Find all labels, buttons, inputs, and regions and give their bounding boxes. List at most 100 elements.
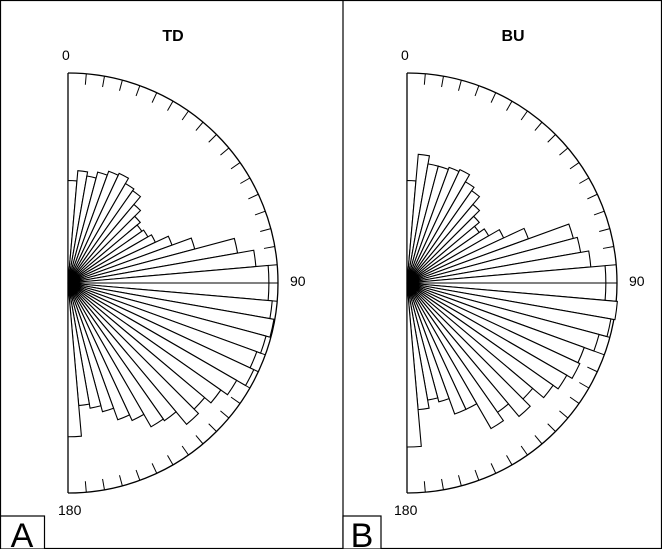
panel-a-petal bbox=[67, 282, 115, 413]
panel-a-tick bbox=[181, 445, 189, 456]
panel-a-tick bbox=[135, 469, 141, 481]
panel-a-petal bbox=[67, 172, 130, 284]
panel-a-tick bbox=[102, 478, 105, 490]
panel-a-tick bbox=[167, 455, 174, 466]
panel-b-tick bbox=[423, 481, 426, 493]
panel-a: TD 0 90 180 A bbox=[0, 28, 306, 549]
panel-b-petal bbox=[406, 215, 481, 284]
panel-a-tick bbox=[84, 73, 87, 85]
panel-b-tick bbox=[569, 396, 580, 404]
panel-b-tick bbox=[506, 455, 513, 466]
panel-a-petal bbox=[67, 282, 200, 426]
panel-b-tick bbox=[559, 147, 569, 156]
panel-a-petal bbox=[67, 215, 142, 284]
panel-a-tick bbox=[181, 110, 189, 121]
panel-a-tick bbox=[195, 121, 204, 131]
panel-b-tick bbox=[599, 228, 610, 232]
panel-b-petal bbox=[406, 282, 554, 399]
panel-b-tick bbox=[605, 264, 617, 267]
panel-a-letter-box: A bbox=[0, 515, 46, 549]
panel-b-petal bbox=[406, 282, 467, 415]
panel-a-tick bbox=[220, 410, 230, 419]
panel-a-tick bbox=[220, 147, 230, 156]
panel-b-tick bbox=[547, 134, 556, 143]
panel-a-petal bbox=[67, 282, 165, 428]
panel-b-petal bbox=[406, 282, 505, 430]
panel-a-title: TD bbox=[162, 28, 183, 45]
panel-b-petal bbox=[406, 203, 481, 284]
panel-a-tick bbox=[260, 228, 271, 232]
panel-a-petal bbox=[67, 189, 142, 284]
panel-a-tick bbox=[263, 246, 275, 249]
panel-a-tick bbox=[195, 435, 204, 445]
panel-b-petal bbox=[406, 282, 568, 390]
panel-b-petal bbox=[406, 282, 450, 403]
panel-b-tick bbox=[474, 85, 480, 97]
panel-a-tick bbox=[151, 463, 158, 474]
panel-b-tick bbox=[441, 76, 444, 88]
panel-b-tick bbox=[593, 350, 605, 356]
panel-a-petal bbox=[67, 282, 255, 387]
panel-b-tick bbox=[579, 382, 590, 389]
panel-a-letter-frame bbox=[0, 515, 46, 549]
panel-a-tick bbox=[151, 92, 158, 103]
panel-b-petal bbox=[406, 189, 481, 284]
panel-b-letter: B bbox=[351, 517, 374, 549]
panel-a-petal bbox=[67, 282, 177, 422]
panel-b-angle-label-90: 90 bbox=[629, 273, 645, 289]
panel-b-petal bbox=[406, 282, 531, 418]
panel-b-tick bbox=[458, 475, 462, 486]
panel-b-tick bbox=[579, 177, 590, 184]
panel-a-tick bbox=[230, 162, 241, 170]
panel-b-angle-label-0: 0 bbox=[401, 47, 409, 63]
panel-a-letter: A bbox=[11, 517, 34, 549]
panel-a-tick bbox=[208, 423, 217, 432]
panel-b-tick bbox=[441, 478, 444, 490]
panel-b-tick bbox=[559, 410, 569, 419]
panel-b-rose bbox=[406, 72, 618, 494]
panel-b-tick bbox=[520, 445, 528, 456]
panel-a-angle-label-90: 90 bbox=[290, 273, 306, 289]
panel-b-petal bbox=[406, 181, 475, 284]
panel-b-petal bbox=[406, 282, 581, 380]
panel-b-tick bbox=[587, 193, 598, 200]
panel-b-tick bbox=[506, 100, 513, 111]
panel-b-tick bbox=[587, 366, 598, 373]
panel-b-letter-frame bbox=[342, 515, 382, 549]
panel-b-tick bbox=[534, 121, 543, 131]
panel-a-tick bbox=[230, 396, 241, 404]
panel-a-tick bbox=[119, 475, 123, 486]
panel-b-tick bbox=[490, 92, 497, 103]
panel-a-tick bbox=[254, 210, 266, 216]
panel-b-tick bbox=[458, 80, 462, 91]
panel-a-tick bbox=[102, 76, 105, 88]
panel-b-letter-box: B bbox=[342, 515, 382, 549]
panel-b: BU 0 90 180 B bbox=[342, 28, 645, 549]
panel-a-petal bbox=[67, 282, 82, 438]
panel-a-petal bbox=[67, 282, 131, 421]
panel-a-petal bbox=[67, 282, 222, 404]
panel-a-petal bbox=[67, 182, 135, 284]
panel-b-tick bbox=[474, 469, 480, 481]
panel-b-tick bbox=[602, 246, 614, 249]
panel-a-tick bbox=[135, 85, 141, 97]
panel-a-angle-label-180: 180 bbox=[58, 502, 82, 518]
panel-a-tick bbox=[84, 481, 87, 493]
panel-b-tick bbox=[547, 423, 556, 432]
panel-a-tick bbox=[240, 177, 251, 184]
panel-a-petal bbox=[67, 282, 238, 396]
panel-a-petal bbox=[67, 203, 142, 284]
panel-a-tick bbox=[208, 134, 217, 143]
panel-b-angle-label-180: 180 bbox=[394, 502, 418, 518]
panel-b-tick bbox=[569, 162, 580, 170]
panel-a-petal bbox=[67, 282, 102, 409]
panel-b-petal bbox=[406, 282, 422, 448]
panel-a-tick bbox=[167, 100, 174, 111]
panel-a-angle-label-0: 0 bbox=[62, 47, 70, 63]
panel-a-rose bbox=[67, 72, 279, 494]
panel-b-tick bbox=[593, 210, 605, 216]
panel-b-tick bbox=[490, 463, 497, 474]
panel-b-title: BU bbox=[501, 28, 524, 45]
panel-b-tick bbox=[520, 110, 528, 121]
